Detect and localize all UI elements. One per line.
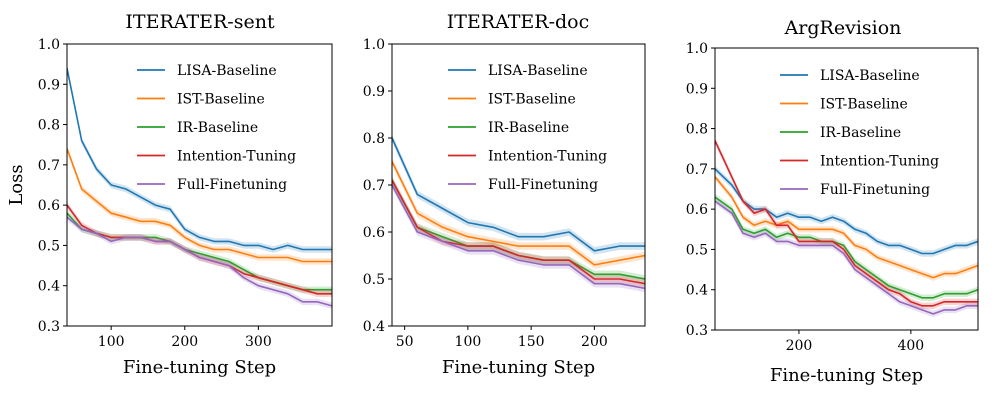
legend-label: IR-Baseline [177,120,258,136]
y-tick-label: 0.5 [363,272,385,288]
y-tick-label: 0.4 [686,283,708,299]
band-intention-tuning [67,201,332,297]
y-tick-label: 0.5 [38,238,60,254]
band-ir-baseline [715,193,978,301]
line-lisa-baseline [67,68,332,251]
legend-label: LISA-Baseline [488,63,588,79]
legend-label: IST-Baseline [820,97,908,113]
y-tick-label: 0.8 [686,122,708,138]
chart-title: ArgRevision [784,17,902,39]
legend: LISA-Baseline IST-Baseline IR-Baseline Inte… [780,68,939,198]
legend-label: IST-Baseline [488,92,576,108]
axes-frame [714,47,979,331]
legend-label: Full-Finetuning [177,177,287,193]
line-ist-baseline [715,176,978,279]
chart-title: ITERATER-doc [447,11,590,33]
line-full-finetuning [392,184,645,290]
y-tick-label: 0.7 [686,162,708,178]
y-tick-label: 0.4 [363,319,385,335]
line-full-finetuning [715,200,978,315]
panel-1: 0.3 0.4 0.5 0.6 0.7 0.8 0.9 1.0 100 200 300 ITERATE… [6,11,333,378]
legend-label: Full-Finetuning [820,182,930,198]
line-full-finetuning [67,216,332,307]
y-tick-label: 0.4 [38,279,60,295]
legend-label: IST-Baseline [177,92,265,108]
y-tick-label: 0.8 [363,131,385,147]
y-tick-label: 0.8 [38,118,60,134]
line-ist-baseline [67,148,332,263]
x-tick-label: 200 [171,334,198,350]
y-axis-label: Loss [6,164,27,205]
y-tick-label: 0.7 [38,158,60,174]
y-tick-label: 0.3 [686,323,708,339]
legend-label: Full-Finetuning [488,177,598,193]
x-tick-label: 300 [245,334,272,350]
x-tick-label: 50 [396,334,414,350]
series-group [392,134,645,293]
chart-title: ITERATER-sent [125,11,275,33]
band-intention-tuning [392,176,645,288]
y-tick-label: 0.9 [363,84,385,100]
axes-frame [66,43,333,327]
panel-3: 0.3 0.4 0.5 0.6 0.7 0.8 0.9 1.0 200 400 ArgRevisio… [686,17,979,386]
y-tick-label: 1.0 [686,41,708,57]
x-tick-label: 100 [455,334,482,350]
x-axis-label: Fine-tuning Step [770,365,923,386]
x-tick-label: 400 [897,338,924,354]
legend: LISA-Baseline IST-Baseline IR-Baseline Inte… [448,63,607,193]
band-ir-baseline [392,176,645,283]
y-tick-label: 0.9 [686,81,708,97]
legend-label: LISA-Baseline [177,63,277,79]
x-axis-label: Fine-tuning Step [123,357,276,378]
y-tick-label: 0.5 [686,242,708,258]
legend: LISA-Baseline IST-Baseline IR-Baseline Inte… [137,63,296,193]
band-ir-baseline [67,210,332,293]
legend-label: LISA-Baseline [820,68,920,84]
x-tick-label: 200 [581,334,608,350]
legend-label: IR-Baseline [820,125,901,141]
line-intention-tuning [715,140,978,307]
line-lisa-baseline [392,137,645,252]
x-tick-label: 200 [786,338,813,354]
band-lisa-baseline [392,134,645,255]
x-axis-label: Fine-tuning Step [442,357,595,378]
legend-label: IR-Baseline [488,120,569,136]
y-tick-label: 0.3 [38,319,60,335]
legend-label: Intention-Tuning [820,154,939,170]
series-group [715,137,978,318]
band-full-finetuning [392,181,645,293]
x-tick-label: 100 [98,334,125,350]
y-tick-label: 1.0 [38,37,60,53]
y-tick-label: 0.9 [38,77,60,93]
panel-2: 0.4 0.5 0.6 0.7 0.8 0.9 1.0 50 100 150 200 ITERATER… [363,11,646,378]
line-ist-baseline [392,161,645,266]
line-ir-baseline [715,196,978,299]
x-tick-label: 150 [518,334,545,350]
legend-label: Intention-Tuning [177,149,296,165]
y-tick-label: 0.6 [686,202,708,218]
line-intention-tuning [392,179,645,285]
legend-label: Intention-Tuning [488,149,607,165]
y-tick-label: 1.0 [363,37,385,53]
y-tick-label: 0.6 [38,198,60,214]
series-group [67,64,332,310]
y-tick-label: 0.6 [363,225,385,241]
y-tick-label: 0.7 [363,178,385,194]
